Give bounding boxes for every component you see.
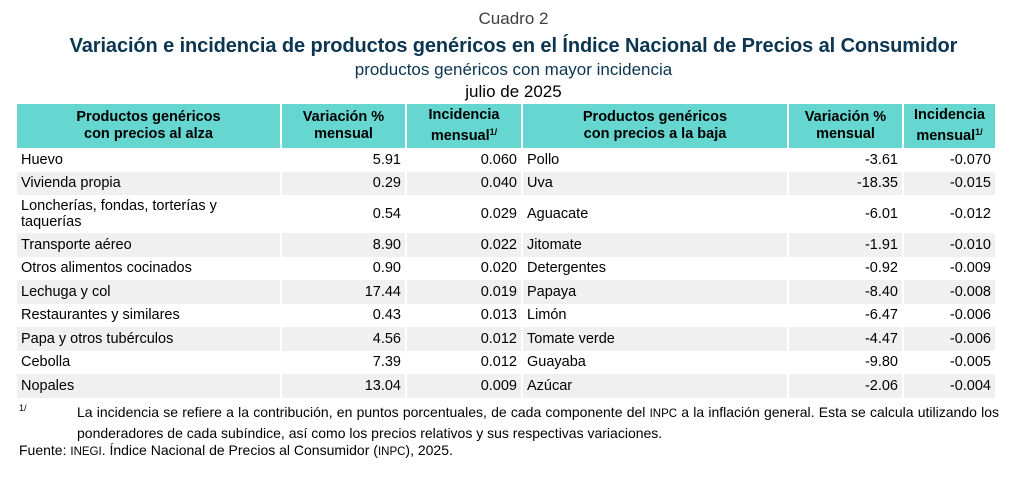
table-row: Otros alimentos cocinados 0.90 0.020 Det… — [17, 256, 995, 280]
down-variation-value: -4.47 — [787, 327, 903, 351]
down-variation-value: -1.91 — [787, 233, 903, 257]
up-incidence-value: 0.019 — [405, 280, 522, 304]
col-header-down-incidence: Incidencia mensual1/ — [902, 104, 995, 148]
col-header-down-variation: Variación % mensual — [787, 104, 903, 148]
down-product-name: Azúcar — [521, 374, 788, 398]
up-variation-value: 13.04 — [280, 374, 406, 398]
up-incidence-value: 0.029 — [405, 195, 522, 233]
up-incidence-value: 0.012 — [405, 327, 522, 351]
table-header-row: Productos genéricos con precios al alza V… — [17, 104, 995, 148]
up-incidence-value: 0.020 — [405, 256, 522, 280]
down-product-name: Limón — [521, 303, 788, 327]
down-incidence-value: -0.009 — [902, 256, 995, 280]
up-variation-value: 5.91 — [280, 148, 406, 172]
up-variation-value: 17.44 — [280, 280, 406, 304]
up-product-name: Transporte aéreo — [17, 233, 281, 257]
table-row: Transporte aéreo 8.90 0.022 Jitomate -1.… — [17, 233, 995, 257]
down-variation-value: -6.47 — [787, 303, 903, 327]
up-variation-value: 0.29 — [280, 171, 406, 195]
down-variation-value: -9.80 — [787, 350, 903, 374]
table-row: Cebolla 7.39 0.012 Guayaba -9.80 -0.005 — [17, 350, 995, 374]
up-variation-value: 0.43 — [280, 303, 406, 327]
table-row: Huevo 5.91 0.060 Pollo -3.61 -0.070 — [17, 148, 995, 172]
down-incidence-value: -0.010 — [902, 233, 995, 257]
down-product-name: Uva — [521, 171, 788, 195]
table-row: Lechuga y col 17.44 0.019 Papaya -8.40 -… — [17, 280, 995, 304]
table-row: Nopales 13.04 0.009 Azúcar -2.06 -0.004 — [17, 374, 995, 398]
table-title: Variación e incidencia de productos gené… — [69, 35, 958, 57]
down-product-name: Guayaba — [521, 350, 788, 374]
up-product-name: Loncherías, fondas, torterías y taquería… — [21, 198, 217, 230]
up-product-name: Huevo — [21, 151, 63, 168]
up-product-name: Otros alimentos cocinados — [21, 260, 192, 277]
down-variation-value: -2.06 — [787, 374, 903, 398]
up-variation-value: 7.39 — [280, 350, 406, 374]
col-header-up-incidence: Incidencia mensual1/ — [405, 104, 522, 148]
source-note: Fuente: INEGI. Índice Nacional de Precio… — [19, 442, 453, 458]
down-incidence-value: -0.070 — [902, 148, 995, 172]
down-incidence-value: -0.006 — [902, 327, 995, 351]
up-incidence-value: 0.009 — [405, 374, 522, 398]
col-header-up-variation: Variación % mensual — [280, 104, 406, 148]
footnote-mark: 1/ — [19, 403, 27, 413]
down-incidence-value: -0.004 — [902, 374, 995, 398]
up-product-name: Restaurantes y similares — [21, 307, 180, 324]
down-incidence-value: -0.015 — [902, 171, 995, 195]
down-product-name: Jitomate — [521, 233, 788, 257]
down-incidence-value: -0.008 — [902, 280, 995, 304]
up-variation-value: 0.54 — [280, 195, 406, 233]
table-subtitle: productos genéricos con mayor incidencia — [354, 60, 673, 79]
col-header-up-name: Productos genéricos con precios al alza — [17, 104, 281, 148]
up-product-name: Lechuga y col — [17, 280, 281, 304]
down-product-name: Detergentes — [521, 256, 788, 280]
down-variation-value: -0.92 — [787, 256, 903, 280]
table-date: julio de 2025 — [465, 82, 562, 101]
table-row: Loncherías, fondas, torterías y taquería… — [17, 195, 995, 233]
up-incidence-value: 0.040 — [405, 171, 522, 195]
down-variation-value: -6.01 — [787, 195, 903, 233]
col-header-down-name: Productos genéricos con precios a la baja — [521, 104, 788, 148]
up-product-name: Papa y otros tubérculos — [17, 327, 281, 351]
down-variation-value: -3.61 — [787, 148, 903, 172]
up-incidence-value: 0.012 — [405, 350, 522, 374]
table-row: Restaurantes y similares 0.43 0.013 Limó… — [17, 303, 995, 327]
up-incidence-value: 0.060 — [405, 148, 522, 172]
down-incidence-value: -0.005 — [902, 350, 995, 374]
down-incidence-value: -0.006 — [902, 303, 995, 327]
down-product-name: Tomate verde — [521, 327, 788, 351]
down-variation-value: -18.35 — [787, 171, 903, 195]
down-incidence-value: -0.012 — [902, 195, 995, 233]
footnote-text: La incidencia se refiere a la contribuci… — [77, 404, 1000, 441]
down-product-name: Papaya — [521, 280, 788, 304]
up-product-name: Vivienda propia — [17, 171, 281, 195]
up-product-name: Nopales — [17, 374, 281, 398]
down-product-name: Aguacate — [521, 195, 788, 233]
up-variation-value: 4.56 — [280, 327, 406, 351]
incidence-table: Productos genéricos con precios al alza V… — [17, 104, 995, 398]
up-incidence-value: 0.013 — [405, 303, 522, 327]
table-number: Cuadro 2 — [478, 9, 549, 28]
down-product-name: Pollo — [521, 148, 788, 172]
up-incidence-value: 0.022 — [405, 233, 522, 257]
up-product-name: Cebolla — [21, 354, 71, 371]
table-row: Vivienda propia 0.29 0.040 Uva -18.35 -0… — [17, 171, 995, 195]
up-variation-value: 8.90 — [280, 233, 406, 257]
down-variation-value: -8.40 — [787, 280, 903, 304]
table-row: Papa y otros tubérculos 4.56 0.012 Tomat… — [17, 327, 995, 351]
up-variation-value: 0.90 — [280, 256, 406, 280]
